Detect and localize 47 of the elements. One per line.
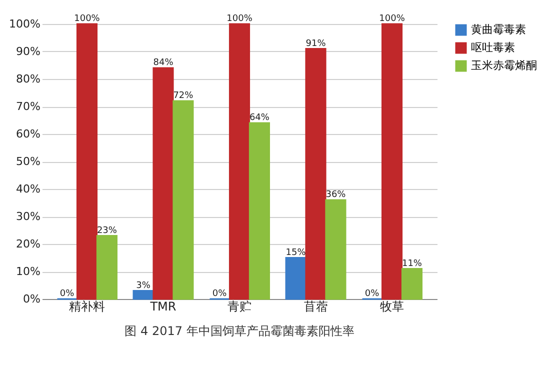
legend-label: 呕吐毒素 xyxy=(471,41,515,54)
bar xyxy=(381,23,403,300)
x-tick-label: 牧草 xyxy=(380,300,404,314)
data-label: 100% xyxy=(226,14,253,24)
bar xyxy=(285,257,306,300)
y-tick-label: 40% xyxy=(16,182,40,196)
data-label: 72% xyxy=(173,91,194,101)
bar xyxy=(325,199,346,300)
data-label: 15% xyxy=(286,248,306,258)
data-label: 84% xyxy=(153,58,174,68)
x-tick-label: 苜蓿 xyxy=(304,300,328,314)
y-tick-label: 70% xyxy=(16,100,40,113)
y-tick-label: 90% xyxy=(16,45,40,58)
data-label: 0% xyxy=(364,289,380,299)
bar xyxy=(132,290,154,300)
bar xyxy=(152,67,174,300)
legend-label: 玉米赤霉烯酮 xyxy=(471,59,537,72)
legend-label: 黄曲霉毒素 xyxy=(471,23,526,36)
y-tick-label: 20% xyxy=(16,238,40,250)
data-label: 100% xyxy=(379,14,406,24)
x-tick-label: 精补料 xyxy=(68,300,105,314)
bar xyxy=(76,23,98,300)
data-label: 0% xyxy=(60,289,75,299)
data-label: 11% xyxy=(402,258,422,269)
data-label: 91% xyxy=(306,38,326,49)
y-tick-label: 0% xyxy=(23,292,40,306)
x-tick-label: TMR xyxy=(149,300,176,314)
y-tick-label: 10% xyxy=(16,265,40,278)
bar xyxy=(305,48,326,300)
data-label: 3% xyxy=(136,280,151,291)
data-label: 36% xyxy=(326,190,346,200)
data-label: 23% xyxy=(96,226,118,236)
data-label: 0% xyxy=(212,289,228,299)
x-tick-label: 青贮 xyxy=(228,300,252,314)
bar xyxy=(172,100,194,300)
y-tick-label: 50% xyxy=(16,155,40,168)
y-tick-label: 30% xyxy=(16,210,40,223)
y-tick-label: 60% xyxy=(16,128,40,140)
bar xyxy=(228,23,250,300)
y-tick-label: 100% xyxy=(9,18,40,30)
bar xyxy=(96,235,118,300)
y-tick-label: 80% xyxy=(16,72,40,86)
caption: 图 4 2017 年中国饲草产品霉菌毒素阳性率 xyxy=(124,324,354,338)
data-label: 100% xyxy=(74,14,100,24)
bar xyxy=(248,122,270,300)
bar xyxy=(401,268,422,300)
data-label: 64% xyxy=(249,113,270,123)
